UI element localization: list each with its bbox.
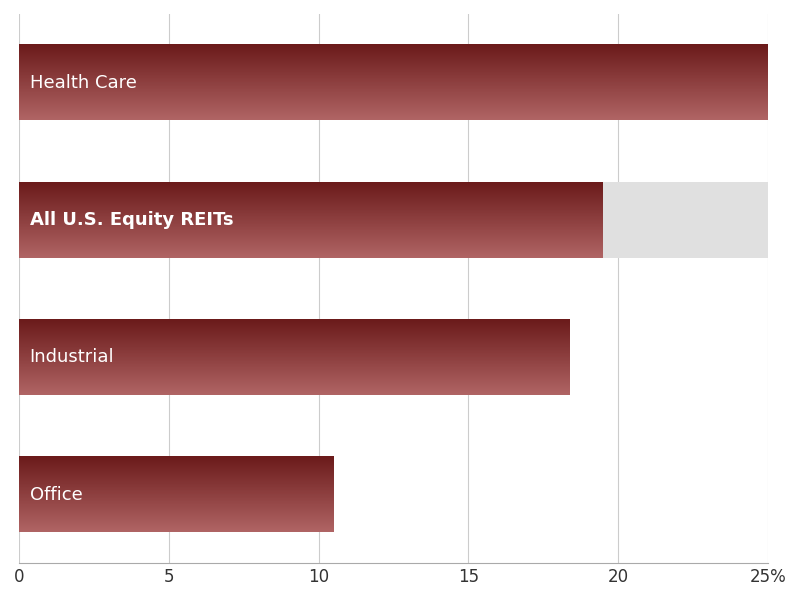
Text: Health Care: Health Care bbox=[30, 74, 137, 92]
Text: All U.S. Equity REITs: All U.S. Equity REITs bbox=[30, 211, 234, 229]
Bar bbox=[19, 182, 768, 257]
Text: Industrial: Industrial bbox=[30, 348, 114, 366]
Text: Office: Office bbox=[30, 485, 82, 503]
